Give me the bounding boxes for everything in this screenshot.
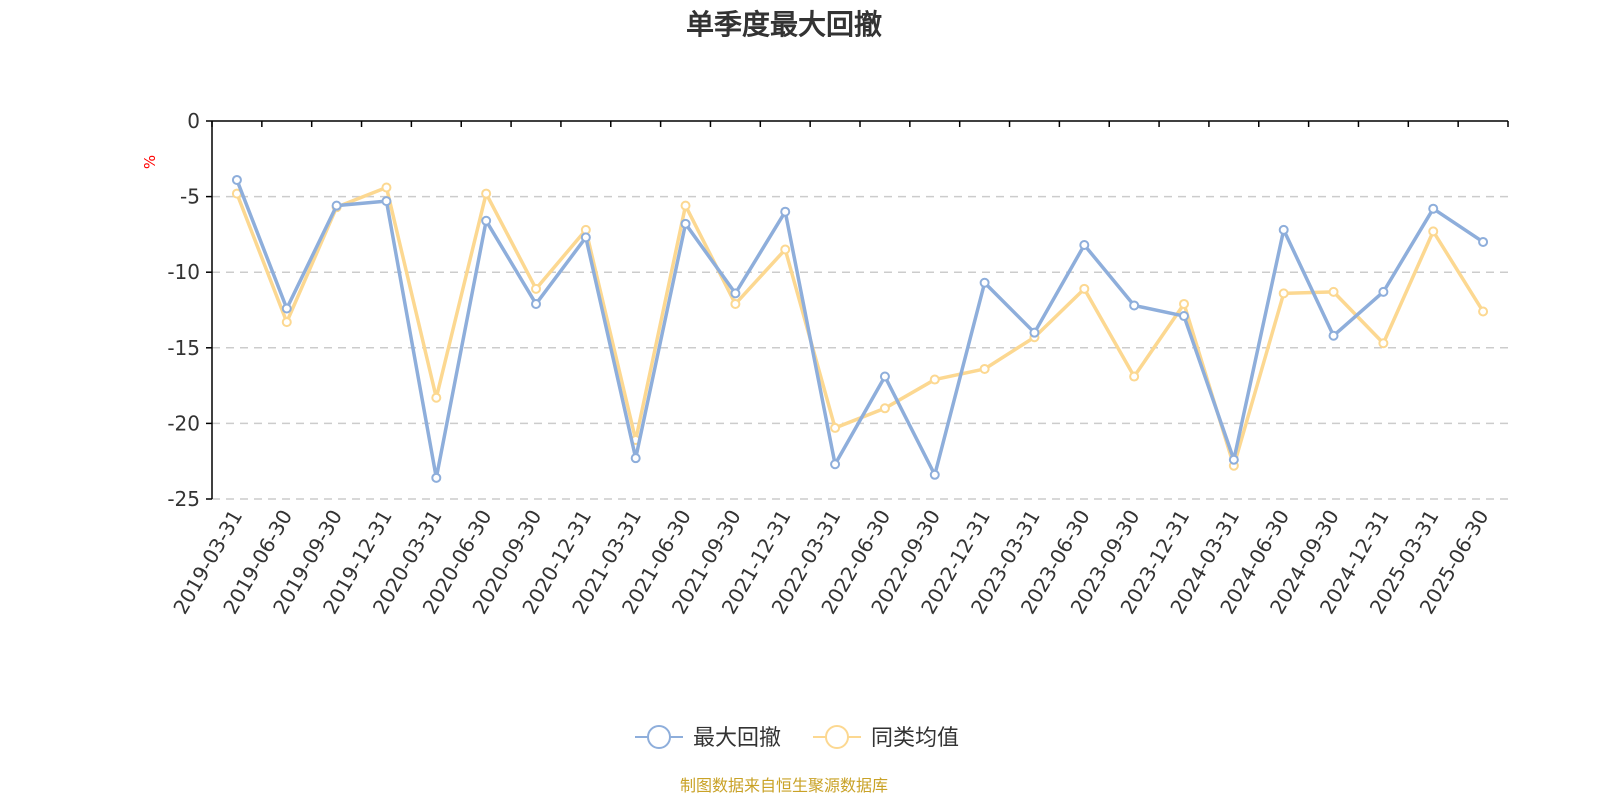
- y-tick-label: -5: [180, 185, 200, 209]
- data-point: [1228, 454, 1239, 465]
- data-point: [531, 298, 541, 309]
- data-point: [1179, 298, 1189, 309]
- data-point: [1129, 371, 1140, 382]
- data-point: [780, 206, 791, 217]
- data-point: [879, 403, 890, 414]
- legend-circle-marker: [825, 725, 849, 749]
- data-point: [381, 182, 392, 193]
- data-point: [281, 303, 292, 314]
- data-point: [331, 200, 342, 211]
- series-0: [231, 174, 1489, 483]
- y-tick-label: -25: [167, 487, 200, 511]
- chart-title: 单季度最大回撤: [686, 8, 882, 41]
- data-point: [1328, 286, 1339, 297]
- data-point: [1079, 283, 1090, 294]
- data-point: [1478, 306, 1489, 317]
- series-1: [231, 182, 1489, 471]
- data-point: [281, 317, 292, 328]
- data-point: [979, 363, 990, 374]
- data-point: [1179, 311, 1189, 322]
- legend-circle-marker: [647, 725, 671, 749]
- data-point: [1328, 330, 1339, 341]
- data-point: [1079, 239, 1090, 250]
- legend-item-0: 最大回撤: [635, 725, 781, 751]
- data-point: [231, 174, 242, 185]
- legend-label: 同类均值: [871, 726, 959, 751]
- data-point: [730, 288, 741, 299]
- data-point: [481, 215, 492, 226]
- y-tick-label: -10: [167, 260, 200, 284]
- y-tick-label: -15: [167, 336, 200, 360]
- data-point: [1478, 236, 1489, 247]
- data-point: [879, 371, 890, 382]
- data-point: [929, 374, 940, 385]
- data-point: [680, 218, 691, 229]
- plot-series: [231, 174, 1489, 483]
- data-point: [780, 244, 791, 255]
- legend: 最大回撤 同类均值: [635, 725, 959, 751]
- y-axis-unit-label: %: [141, 155, 159, 169]
- data-point: [730, 298, 741, 309]
- data-point: [1378, 338, 1389, 349]
- x-axis-tick-labels: 2019-03-312019-06-302019-09-302019-12-31…: [168, 506, 1493, 619]
- data-point: [830, 459, 841, 470]
- data-point: [1278, 288, 1289, 299]
- data-point: [1129, 300, 1140, 311]
- data-point: [531, 283, 541, 294]
- data-point: [979, 277, 990, 288]
- data-point: [381, 196, 392, 207]
- data-point: [1428, 226, 1439, 237]
- data-point: [1378, 286, 1389, 297]
- data-point: [680, 200, 691, 211]
- y-tick-label: 0: [187, 109, 200, 133]
- data-point: [1428, 203, 1439, 214]
- data-source-note: 制图数据来自恒生聚源数据库: [680, 776, 888, 795]
- data-point: [1029, 327, 1040, 338]
- y-axis-tick-labels: 0 -5 -10 -15 -20 -25: [167, 109, 200, 511]
- data-point: [431, 392, 442, 403]
- data-point: [431, 472, 442, 483]
- y-tick-label: -20: [167, 411, 200, 435]
- data-point: [481, 188, 492, 199]
- grid-lines: [212, 195, 1508, 500]
- axes: [206, 120, 1509, 500]
- data-point: [830, 422, 841, 433]
- data-point: [580, 232, 591, 243]
- series-line-0: [235, 178, 1485, 480]
- data-point: [630, 453, 641, 464]
- data-point: [929, 469, 940, 480]
- legend-item-1: 同类均值: [813, 725, 959, 751]
- legend-label: 最大回撤: [693, 726, 781, 751]
- data-point: [1278, 224, 1289, 235]
